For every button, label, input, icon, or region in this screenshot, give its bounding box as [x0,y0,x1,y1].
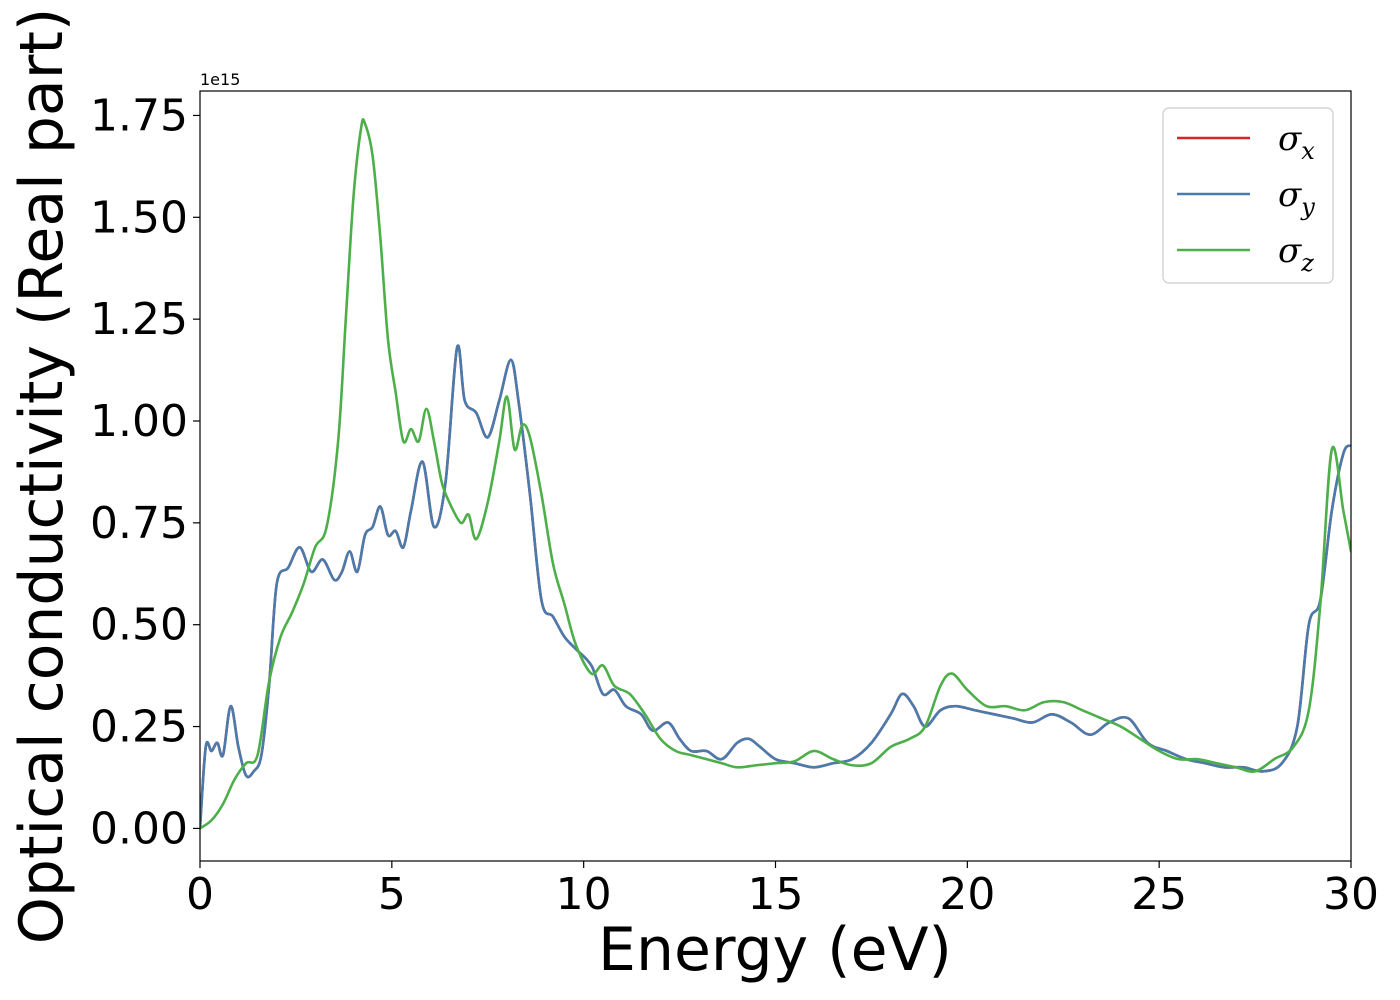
y-tick-label: 0.50 [90,600,188,651]
legend: σx σy σz [1162,107,1334,284]
series-line-sigma-z [200,117,1351,830]
y-tick-label: 0.00 [90,803,188,854]
y-tick-label: 0.75 [90,498,188,549]
legend-box [1162,107,1334,284]
y-axis-label: Optical conductivity (Real part) [7,8,77,945]
legend-label: σy [1278,175,1315,221]
series-line-sigma-y [200,344,1351,830]
x-axis-label: Energy (eV) [598,915,952,985]
y-tick-label: 0.25 [90,702,188,753]
y-tick-label: 1.25 [90,294,188,345]
x-tick-label: 15 [748,869,804,920]
y-offset-label: 1e15 [200,70,240,89]
x-tick-label: 30 [1323,869,1379,920]
legend-label: σz [1278,231,1314,277]
x-axis: 0 5 10 15 20 25 30 [186,861,1379,920]
x-tick-label: 5 [378,869,406,920]
y-tick-label: 1.75 [90,90,188,141]
y-axis: 0.00 0.25 0.50 0.75 1.00 1.25 1.50 1.75 [90,90,200,854]
x-tick-label: 10 [556,869,612,920]
x-tick-label: 25 [1131,869,1187,920]
series-layer [200,117,1351,830]
legend-entry-sigma-z: σz [1177,231,1314,277]
y-tick-label: 1.50 [90,192,188,243]
legend-entry-sigma-x: σx [1177,119,1315,165]
legend-label: σx [1278,119,1315,165]
x-tick-label: 0 [186,869,214,920]
legend-entry-sigma-y: σy [1177,175,1315,221]
x-tick-label: 20 [939,869,995,920]
y-tick-label: 1.00 [90,396,188,447]
